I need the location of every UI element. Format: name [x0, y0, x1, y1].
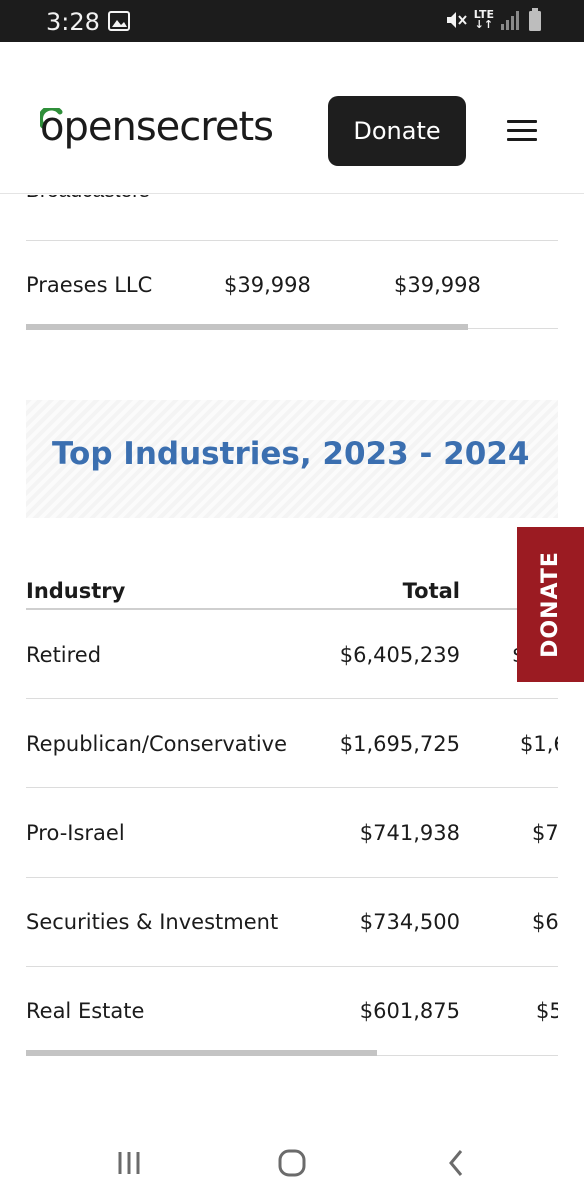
- row-divider: [26, 877, 558, 878]
- industry-total: $741,938: [359, 821, 460, 845]
- industry-total: $601,875: [359, 999, 460, 1023]
- signal-icon: [501, 11, 519, 30]
- industry-name: Retired: [26, 643, 102, 667]
- row-divider: [26, 787, 558, 788]
- status-bar: 3:28 LTE ↓↑: [0, 0, 584, 42]
- side-donate-tab[interactable]: DONATE: [517, 527, 584, 682]
- system-nav-bar: [0, 1125, 584, 1200]
- image-icon: [108, 11, 130, 31]
- industry-total: $1,695,725: [339, 732, 460, 756]
- contributor-total: $39,998: [224, 273, 311, 297]
- recent-apps-icon[interactable]: [109, 1143, 149, 1183]
- industry-total: $6,405,239: [339, 643, 460, 667]
- status-time: 3:28: [46, 8, 100, 36]
- row-divider: [26, 240, 558, 241]
- row-divider: [26, 698, 558, 699]
- industry-col3: $6: [532, 910, 558, 934]
- side-donate-label: DONATE: [538, 551, 564, 658]
- logo-arc-icon: [40, 108, 63, 129]
- industry-col3: $7: [532, 821, 558, 845]
- battery-icon: [529, 8, 541, 31]
- industry-col3: $5: [536, 999, 558, 1023]
- mute-icon: [446, 12, 467, 28]
- contributor-col3: $39,998: [394, 273, 481, 297]
- table-scrollbar[interactable]: [26, 1050, 377, 1056]
- partial-row-label: Broadcasters: [26, 195, 150, 203]
- page-content: Broadcasters Praeses LLC $39,998 $39,998…: [0, 195, 584, 1125]
- section-banner: Top Industries, 2023 - 2024: [26, 400, 558, 518]
- industry-name: Securities & Investment: [26, 910, 279, 934]
- industry-name: Pro-Israel: [26, 821, 125, 845]
- industry-total: $734,500: [359, 910, 460, 934]
- industry-name: Republican/Conservative: [26, 732, 288, 756]
- donate-button[interactable]: Donate: [328, 96, 466, 166]
- lte-icon: LTE ↓↑: [473, 8, 494, 31]
- hamburger-menu-icon[interactable]: [507, 120, 537, 142]
- opensecrets-logo[interactable]: opensecrets: [40, 104, 274, 150]
- table-scrollbar[interactable]: [26, 324, 468, 330]
- back-icon[interactable]: [436, 1143, 476, 1183]
- column-header-total: Total: [402, 579, 460, 603]
- site-header: opensecrets Donate: [0, 42, 584, 194]
- industry-name: Real Estate: [26, 999, 145, 1023]
- home-icon[interactable]: [272, 1143, 312, 1183]
- column-header-industry: Industry: [26, 579, 126, 603]
- industry-col3: $1,6: [520, 732, 558, 756]
- contributor-name: Praeses LLC: [26, 273, 153, 297]
- header-divider: [26, 608, 558, 610]
- row-divider: [26, 966, 558, 967]
- section-title: Top Industries, 2023 - 2024: [52, 436, 530, 472]
